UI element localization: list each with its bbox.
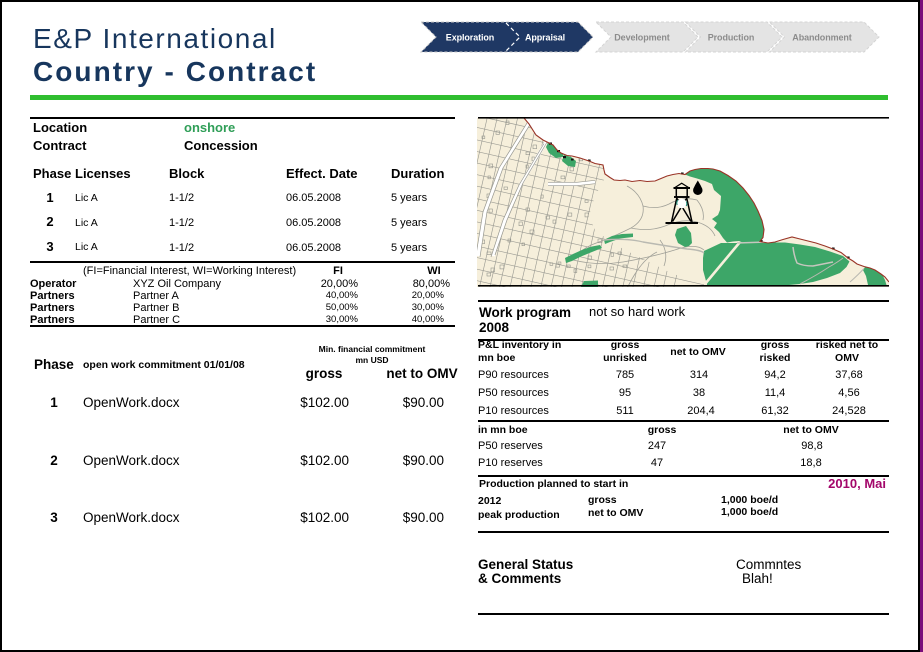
svg-text:Abandonment: Abandonment <box>792 33 851 43</box>
svg-text:Development: Development <box>614 33 670 43</box>
svg-text:Appraisal: Appraisal <box>525 33 565 43</box>
svg-text:Production: Production <box>708 33 755 43</box>
svg-text:Exploration: Exploration <box>446 33 494 43</box>
